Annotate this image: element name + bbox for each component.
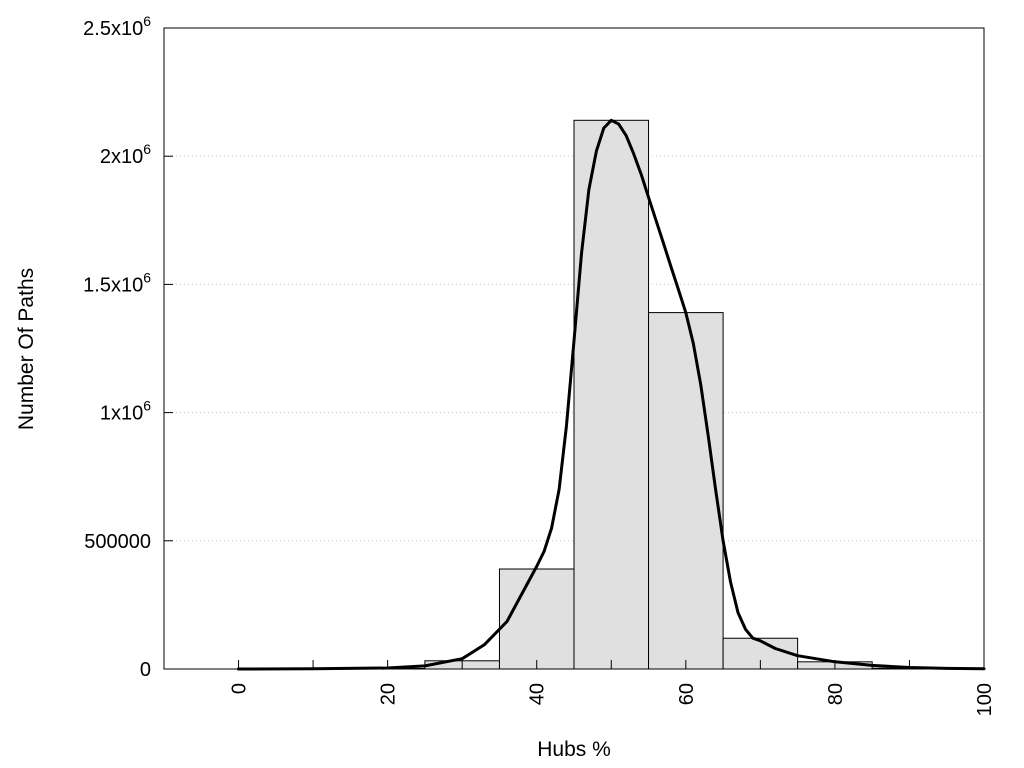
y-axis-title: Number Of Paths — [15, 268, 38, 430]
x-axis-title: Hubs % — [537, 738, 611, 761]
y-tick-label: 1.5x106 — [83, 269, 151, 296]
x-tick-label: 80 — [825, 683, 847, 705]
x-tick-label: 0 — [229, 683, 251, 694]
y-tick-label: 2x106 — [100, 141, 151, 168]
y-tick-label: 500000 — [84, 531, 151, 553]
x-tick-label: 20 — [378, 683, 400, 705]
y-tick-label: 2.5x106 — [83, 13, 151, 40]
y-tick-label: 0 — [140, 659, 151, 681]
x-tick-label: 40 — [527, 683, 549, 705]
histogram-bar — [573, 119, 650, 670]
y-tick-label: 1x106 — [100, 398, 151, 425]
x-tick-label: 60 — [676, 683, 698, 705]
x-tick-label: 100 — [974, 683, 996, 716]
grid-lines — [164, 155, 984, 542]
histogram-bar — [498, 568, 575, 670]
histogram-bars — [349, 119, 948, 670]
x-tick-labels: 0 20 40 60 80 100 — [229, 683, 996, 716]
plot-area-frame — [163, 27, 985, 670]
axis-ticks — [164, 27, 985, 670]
histogram-bar — [648, 312, 724, 670]
density-curve — [237, 118, 986, 671]
density-curve-line — [237, 118, 986, 671]
y-tick-labels: 0 500000 1x106 1.5x106 2x106 2.5x106 — [83, 13, 151, 681]
